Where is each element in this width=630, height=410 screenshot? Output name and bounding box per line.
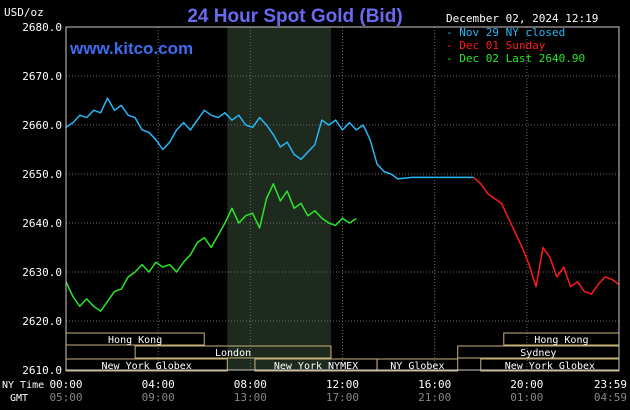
x-tick-label-ny: 04:00 (142, 378, 175, 391)
x-tick-label-gmt: 01:00 (510, 391, 543, 404)
unit-label: USD/oz (4, 6, 44, 19)
legend-entry: - Nov 29 NY closed (446, 26, 565, 39)
x-tick-label-ny: 12:00 (326, 378, 359, 391)
legend: - Nov 29 NY closed- Dec 01 Sunday- Dec 0… (446, 26, 585, 65)
session-label: London (215, 348, 251, 359)
x-tick-label-ny: 16:00 (418, 378, 451, 391)
session-label: Hong Kong (108, 335, 162, 346)
x-tick-label-gmt: 04:59 (594, 391, 627, 404)
x-tick-label-gmt: 21:00 (418, 391, 451, 404)
session-bar (376, 358, 459, 372)
y-tick-label: 2640.0 (22, 217, 62, 230)
series-line (65, 183, 357, 312)
y-tick-label: 2680.0 (22, 21, 62, 34)
y-tick-label: 2660.0 (22, 119, 62, 132)
y-tick-label: 2610.0 (22, 364, 62, 377)
watermark: www.kitco.com (69, 39, 193, 58)
x-tick-label-gmt: 13:00 (234, 391, 267, 404)
y-axis: 2610.0 2620.0 2630.0 2640.0 2650.0 2660.0 2670… (22, 21, 62, 377)
x-tick-label-gmt: 05:00 (49, 391, 82, 404)
session-label: New York NYMEX (274, 361, 358, 372)
x-tick-label-gmt: 17:00 (326, 391, 359, 404)
plot-border (65, 26, 620, 371)
y-tick-label: 2650.0 (22, 168, 62, 181)
legend-entry: - Dec 02 Last 2640.90 (446, 52, 585, 65)
series-line (65, 97, 474, 180)
y-tick-label: 2620.0 (22, 315, 62, 328)
series-lines (65, 97, 620, 312)
chart-title: 24 Hour Spot Gold (Bid) (187, 6, 402, 27)
session-label: Sydney (520, 348, 556, 359)
gmt-label: GMT (10, 393, 28, 404)
x-tick-label-gmt: 09:00 (142, 391, 175, 404)
session-label: Hong Kong (534, 335, 588, 346)
y-tick-label: 2670.0 (22, 70, 62, 83)
session-bar (134, 345, 332, 359)
legend-entry: - Dec 01 Sunday (446, 39, 546, 52)
ny-time-label: NY Time (2, 380, 44, 391)
timestamp: December 02, 2024 12:19 (446, 12, 598, 25)
session-label: NY Globex (390, 361, 444, 372)
series-line (473, 176, 620, 295)
session-label: New York Globex (505, 361, 595, 372)
x-tick-label-ny: 08:00 (234, 378, 267, 391)
x-tick-label-ny: 20:00 (510, 378, 543, 391)
session-label: New York Globex (101, 361, 191, 372)
market-sessions: Hong Kong Hong Kong London Sydney New York G… (65, 332, 620, 372)
y-tick-label: 2630.0 (22, 266, 62, 279)
x-tick-label-ny: 00:00 (49, 378, 82, 391)
x-tick-label-ny: 23:59 (594, 378, 627, 391)
